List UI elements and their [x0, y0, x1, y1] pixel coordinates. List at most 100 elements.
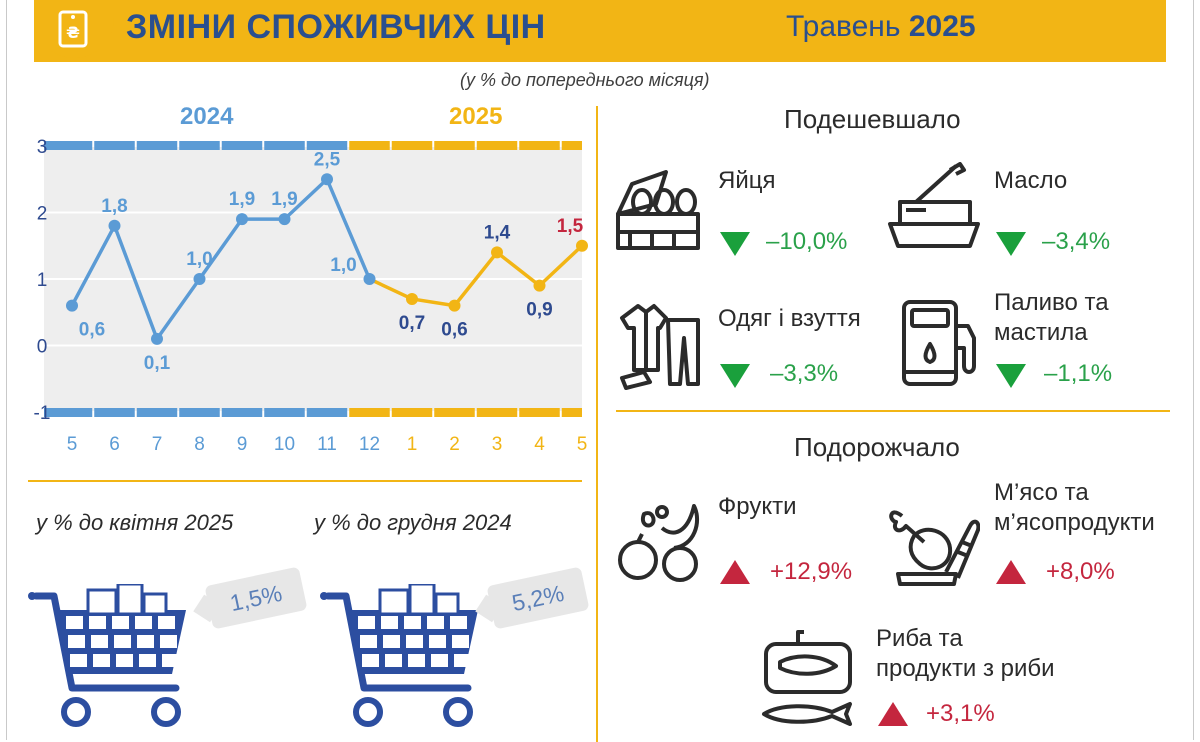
x-tick-label: 3 [492, 434, 503, 455]
data-point [576, 239, 588, 252]
increase-arrow-icon [720, 560, 750, 584]
chart-subtitle: (у % до попереднього місяця) [460, 70, 710, 90]
data-point [193, 273, 206, 285]
data-label: 1,0 [186, 249, 212, 270]
data-label: 1,4 [484, 222, 511, 243]
year-band-bottom [306, 408, 348, 417]
data-point [533, 279, 546, 292]
x-tick-label: 2 [449, 434, 460, 455]
data-point [236, 213, 248, 226]
year-band-bottom [264, 408, 305, 417]
item-meat-label-line2: м’ясопродукти [994, 509, 1155, 536]
year-band-top [349, 141, 390, 150]
cart-caption-december: у % до грудня 2024 [314, 510, 512, 535]
year-band-top [519, 141, 560, 150]
vertical-divider [596, 106, 598, 742]
data-label: 0,6 [79, 320, 105, 341]
year-band-top [391, 141, 433, 150]
cart-value-april: 1,5% [227, 579, 285, 616]
data-point [151, 332, 163, 345]
item-fish-label: Риба та продукти з риби [876, 624, 1055, 684]
year-band-bottom [391, 408, 433, 417]
year-band-top [136, 141, 178, 150]
y-tick-label: -1 [34, 403, 51, 424]
item-fuel-label-line1: Паливо та [994, 289, 1109, 316]
year-label-2024: 2024 [180, 103, 234, 130]
hryvnia-symbol: ₴ [66, 23, 80, 42]
fruit-icon [618, 504, 700, 582]
clothing-icon [620, 304, 700, 390]
item-clothing-label: Одяг і взуття [718, 305, 861, 332]
eggs-icon [616, 170, 700, 250]
year-label-2025: 2025 [449, 103, 502, 130]
data-point [406, 292, 418, 305]
item-clothing-value: –3,3% [770, 360, 839, 387]
x-tick-label: 1 [407, 434, 418, 455]
data-point [363, 273, 376, 285]
item-fuel-value: –1,1% [1044, 360, 1113, 387]
meat-icon [889, 510, 980, 586]
year-band-bottom [561, 408, 582, 417]
data-point [278, 213, 291, 226]
series-line-2024 [70, 177, 372, 341]
item-meat-label: М’ясо та м’ясопродукти [994, 478, 1155, 538]
item-meat-label-line1: М’ясо та [994, 479, 1089, 506]
fish-icon [762, 630, 852, 726]
item-fruit-label: Фрукти [718, 493, 797, 520]
data-point [66, 299, 78, 312]
item-fish-value: +3,1% [926, 700, 995, 727]
left-divider [28, 480, 582, 482]
item-meat-value: +8,0% [1046, 558, 1115, 585]
y-tick-label: 1 [37, 270, 48, 291]
x-tick-label: 9 [237, 434, 248, 455]
item-butter-value: –3,4% [1042, 228, 1111, 255]
x-tick-label: 7 [152, 434, 163, 455]
y-tick-label: 2 [37, 204, 48, 225]
data-label: 1,8 [101, 196, 127, 217]
data-point [448, 299, 461, 312]
cheaper-title: Подешевшало [784, 104, 961, 134]
year-band-bottom [44, 408, 93, 417]
data-label: 1,0 [330, 255, 356, 276]
cart-caption-april: у % до квітня 2025 [36, 510, 234, 535]
data-label: 0,6 [441, 320, 467, 341]
item-fuel-label-line2: мастила [994, 319, 1088, 346]
item-eggs-value: –10,0% [766, 228, 848, 255]
data-label: 1,9 [271, 189, 297, 210]
year-band-bottom [519, 408, 560, 417]
increase-arrow-icon [996, 560, 1026, 584]
year-band-top [561, 141, 582, 150]
y-tick-label: 3 [37, 137, 48, 158]
x-tick-label: 5 [67, 434, 78, 455]
page-title: ЗМІНИ СПОЖИВЧИХ ЦІН [126, 8, 546, 46]
item-eggs-label: Яйця [718, 167, 776, 194]
year-band-bottom [476, 408, 518, 417]
year-band-bottom [136, 408, 178, 417]
series-line-2025 [368, 244, 584, 308]
decrease-arrow-icon [996, 364, 1026, 388]
data-label: 0,7 [399, 313, 425, 334]
data-point [491, 246, 503, 259]
year-band-top [94, 141, 135, 150]
period-year: 2025 [908, 10, 976, 43]
period-month: Травень [786, 10, 901, 43]
y-tick-label: 0 [37, 337, 48, 358]
data-point [321, 173, 333, 186]
data-label: 2,5 [314, 149, 341, 170]
butter-icon [888, 162, 980, 248]
x-tick-label: 10 [274, 434, 295, 455]
right-divider [616, 410, 1170, 412]
year-band-bottom [221, 408, 263, 417]
data-label: 1,9 [229, 189, 255, 210]
shopping-cart-icon [320, 584, 478, 727]
x-tick-label: 5 [577, 434, 588, 455]
year-band-top [306, 141, 348, 150]
pricier-title: Подорожчало [794, 432, 960, 462]
x-tick-label: 6 [109, 434, 120, 455]
increase-arrow-icon [878, 702, 908, 726]
item-fish-label-line1: Риба та [876, 625, 963, 652]
year-band-top [264, 141, 305, 150]
item-fruit-value: +12,9% [770, 558, 853, 585]
x-tick-label: 12 [359, 434, 380, 455]
